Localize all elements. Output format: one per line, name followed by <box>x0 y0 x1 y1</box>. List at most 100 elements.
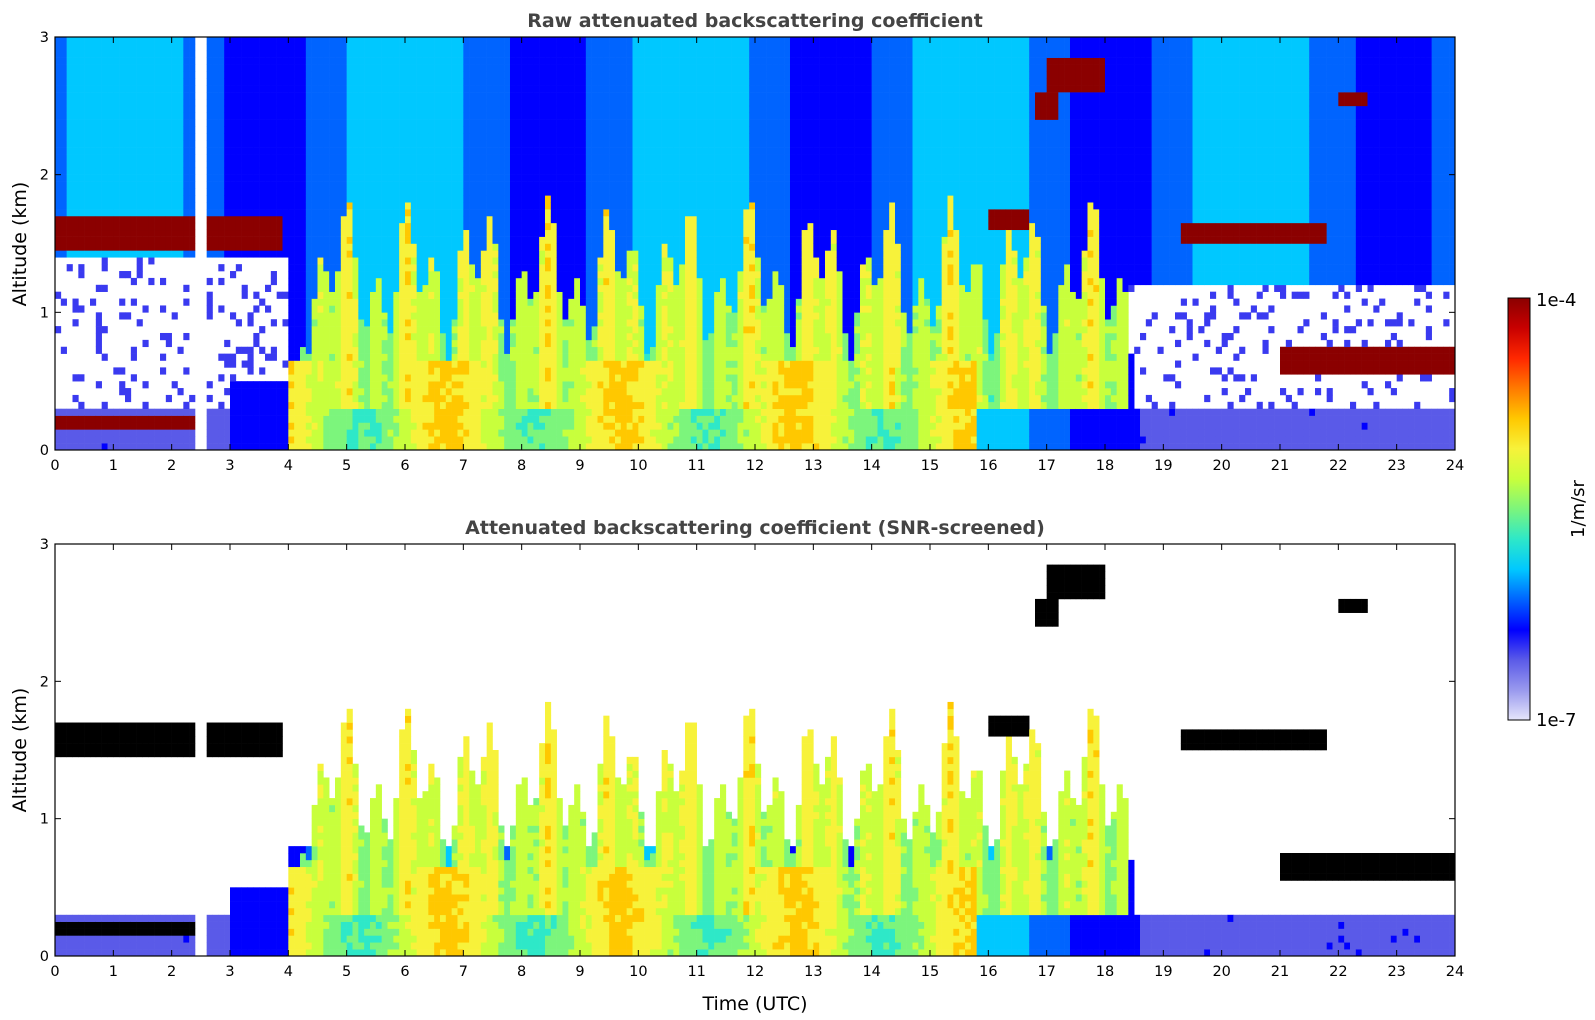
heatmap-cell <box>148 174 155 182</box>
heatmap-cell <box>457 64 464 72</box>
heatmap-cell <box>480 57 487 65</box>
heatmap-cell <box>282 415 289 423</box>
heatmap-cell <box>568 443 575 450</box>
heatmap-cell <box>78 443 85 450</box>
heatmap-cell <box>276 291 283 299</box>
heatmap-cell <box>440 374 447 382</box>
heatmap-cell <box>405 85 412 93</box>
heatmap-cell <box>335 401 342 409</box>
heatmap-cell <box>597 229 604 237</box>
heatmap-cell <box>329 422 336 430</box>
heatmap-cell <box>405 160 412 169</box>
heatmap-cell <box>323 133 330 141</box>
heatmap-cell <box>597 160 604 169</box>
heatmap-cell <box>381 236 388 244</box>
heatmap-cell <box>475 374 482 382</box>
heatmap-cell <box>323 37 330 45</box>
heatmap-cell <box>247 64 254 72</box>
heatmap-cell <box>434 160 441 169</box>
heatmap-cell <box>550 326 557 334</box>
heatmap-cell <box>416 271 423 279</box>
heatmap-cell <box>597 202 604 210</box>
heatmap-cell <box>428 229 435 237</box>
heatmap-cell <box>189 174 196 182</box>
heatmap-cell <box>428 381 435 389</box>
heatmap-cell <box>241 415 248 423</box>
heatmap-cell <box>410 250 417 258</box>
heatmap-cell <box>533 222 540 231</box>
heatmap-cell <box>305 57 312 65</box>
heatmap-cell <box>259 181 266 189</box>
heatmap-cell <box>352 222 359 231</box>
heatmap-cell <box>358 422 365 430</box>
heatmap-cell <box>428 284 435 292</box>
heatmap-cell <box>492 160 499 169</box>
heatmap-cell <box>276 436 283 444</box>
heatmap-cell <box>533 181 540 189</box>
heatmap-cell <box>504 37 511 45</box>
heatmap-cell <box>364 229 371 237</box>
heatmap-cell <box>230 57 237 65</box>
heatmap-cell <box>463 326 470 334</box>
heatmap-cell <box>90 202 97 210</box>
heatmap-cell <box>463 291 470 299</box>
heatmap-cell <box>276 64 283 72</box>
heatmap-cell <box>323 326 330 334</box>
heatmap-cell <box>189 112 196 120</box>
heatmap-cell <box>189 236 196 244</box>
heatmap-cell <box>329 43 336 52</box>
heatmap-cell <box>556 408 563 416</box>
heatmap-cell <box>165 422 172 430</box>
heatmap-cell <box>358 277 365 286</box>
heatmap-cell <box>375 305 382 313</box>
heatmap-cell <box>434 236 441 244</box>
heatmap-cell <box>259 50 266 58</box>
heatmap-cell <box>66 436 73 444</box>
heatmap-cell <box>515 98 522 107</box>
heatmap-cell <box>101 71 108 79</box>
heatmap-cell <box>527 92 534 100</box>
heatmap-cell <box>346 133 353 141</box>
heatmap-cell <box>276 154 283 162</box>
heatmap-cell <box>352 298 359 306</box>
heatmap-cell <box>387 167 394 175</box>
heatmap-cell <box>457 401 464 409</box>
heatmap-cell <box>405 181 412 189</box>
heatmap-cell <box>405 229 412 237</box>
heatmap-cell <box>422 78 429 86</box>
heatmap-cell <box>550 133 557 141</box>
heatmap-cell <box>235 43 242 52</box>
heatmap-cell <box>107 160 114 169</box>
heatmap-cell <box>107 78 114 86</box>
heatmap-cell <box>609 133 616 141</box>
heatmap-cell <box>399 243 406 251</box>
heatmap-cell <box>113 422 120 430</box>
heatmap-cell <box>591 37 598 45</box>
heatmap-cell <box>101 105 108 114</box>
heatmap-cell <box>230 229 237 237</box>
heatmap-cell <box>364 305 371 313</box>
heatmap-cell <box>171 154 178 162</box>
heatmap-cell <box>550 92 557 100</box>
heatmap-cell <box>265 381 272 389</box>
heatmap-cell <box>346 160 353 169</box>
heatmap-cell <box>585 195 592 203</box>
heatmap-cell <box>463 339 470 348</box>
heatmap-cell <box>235 195 242 203</box>
heatmap-cell <box>352 332 359 341</box>
heatmap-cell <box>422 229 429 237</box>
heatmap-cell <box>609 112 616 120</box>
heatmap-cell <box>527 284 534 292</box>
heatmap-cell <box>480 312 487 320</box>
heatmap-cell <box>457 415 464 423</box>
heatmap-cell <box>550 250 557 258</box>
heatmap-cell <box>323 332 330 341</box>
heatmap-cell <box>294 360 301 368</box>
heatmap-cell <box>101 250 108 258</box>
heatmap-cell <box>78 119 85 127</box>
heatmap-cell <box>165 209 172 217</box>
heatmap-cell <box>591 92 598 100</box>
heatmap-cell <box>84 408 91 416</box>
heatmap-cell <box>498 112 505 120</box>
heatmap-cell <box>527 140 534 148</box>
